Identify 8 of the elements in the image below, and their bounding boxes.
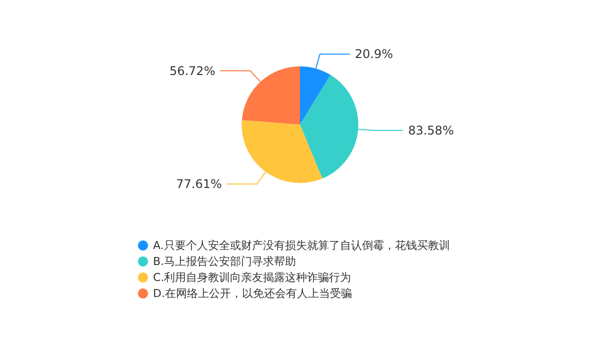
data-label: 20.9% bbox=[354, 47, 394, 62]
data-label: 77.61% bbox=[176, 176, 222, 191]
data-label: 56.72% bbox=[169, 64, 216, 78]
legend-label: D.在网络上公开，以免还会有人上当受骗 bbox=[153, 287, 352, 300]
legend-label: A.只要个人安全或财产没有损失就算了自认倒霉，花钱买教训 bbox=[153, 239, 450, 252]
legend-label: B.马上报告公安部门寻求帮助 bbox=[153, 255, 296, 268]
legend-label: C.利用自身教训向亲友揭露这种诈骗行为 bbox=[153, 271, 352, 284]
data-label: 83.58% bbox=[408, 123, 454, 138]
